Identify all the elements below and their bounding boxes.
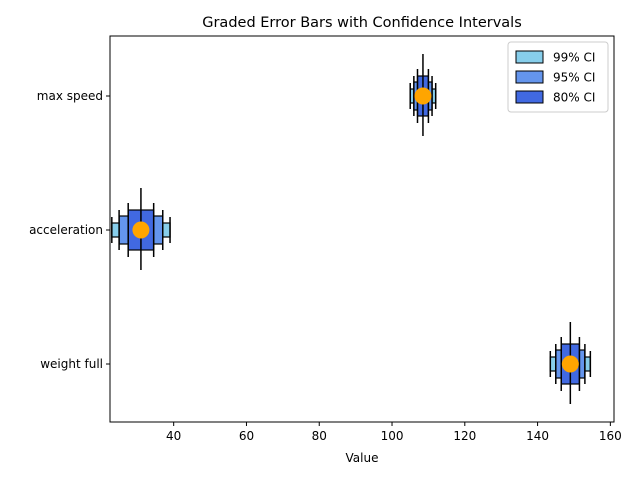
- x-tick-label: 100: [381, 429, 404, 443]
- y-tick-label: acceleration: [29, 223, 103, 237]
- data-point-group: [549, 322, 592, 404]
- x-tick-label: 120: [453, 429, 476, 443]
- y-tick-label: weight full: [40, 357, 103, 371]
- legend-label: 80% CI: [553, 91, 595, 105]
- data-point-group: [409, 54, 437, 136]
- chart-title: Graded Error Bars with Confidence Interv…: [202, 15, 522, 31]
- x-axis-title: Value: [346, 451, 379, 465]
- legend-swatch: [515, 50, 544, 64]
- legend-swatch: [515, 70, 544, 84]
- x-tick-label: 160: [599, 429, 622, 443]
- y-tick-label: max speed: [37, 89, 103, 103]
- data-point-group: [111, 188, 171, 270]
- axes: 40 60 80 100 120 140 160 max speed acceleration w…: [29, 89, 622, 443]
- plot-area: [111, 54, 592, 404]
- data-point-marker: [132, 221, 150, 239]
- plot-frame: [109, 35, 615, 423]
- x-tick-label: 60: [239, 429, 254, 443]
- x-tick-label: 40: [166, 429, 181, 443]
- legend-label: 95% CI: [553, 71, 595, 85]
- legend: 99% CI 95% CI 80% CI: [507, 41, 609, 113]
- data-point-marker: [414, 87, 432, 105]
- data-point-marker: [561, 355, 579, 373]
- x-tick-label: 80: [312, 429, 327, 443]
- x-tick-label: 140: [526, 429, 549, 443]
- legend-swatch: [515, 90, 544, 104]
- legend-label: 99% CI: [553, 51, 595, 65]
